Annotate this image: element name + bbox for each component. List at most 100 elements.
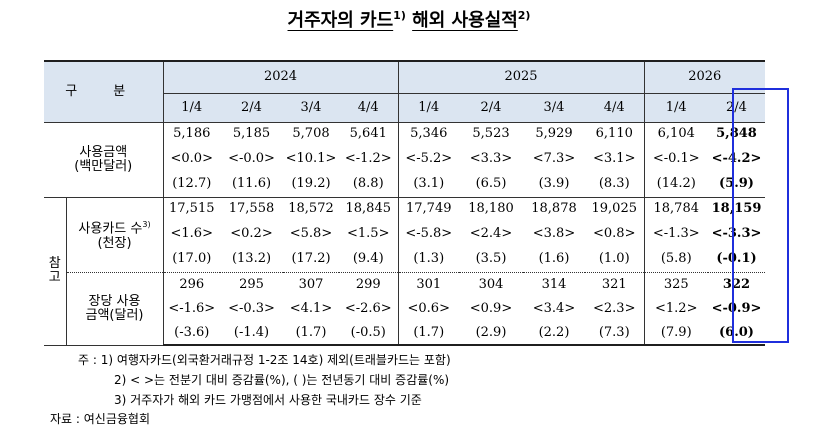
cards-yoy: (5.8) <box>643 246 708 273</box>
cards-value: 18,784 <box>643 197 708 221</box>
cards-value: 18,572 <box>288 201 334 217</box>
percard-value: 314 <box>541 276 567 292</box>
cards-yoy: (1.6) <box>523 246 585 273</box>
reference-char-1: 참 <box>48 256 61 271</box>
usage-value: 5,186 <box>162 122 220 146</box>
percard-yoy: (2.9) <box>459 321 523 346</box>
percard-qoq: <0.9> <box>469 301 513 316</box>
cards-qoq: <-1.3> <box>643 221 708 246</box>
percard-yoy: (6.0) <box>708 321 765 346</box>
title-footnote-2: 2) <box>517 9 531 22</box>
usage-value: 5,929 <box>535 126 573 142</box>
usage-values-row: 사용금액 (백만달러) 5,186 5,185 5,708 5,641 5,34… <box>44 122 765 198</box>
usage-value: 5,523 <box>472 126 510 142</box>
percard-qoq: <-1.6> <box>162 297 220 321</box>
percard-yoy: (-3.6) <box>162 321 220 346</box>
header-quarter-row: 1/4 2/4 3/4 4/4 1/4 2/4 3/4 4/4 1/4 2/4 <box>44 93 765 123</box>
cards-row-label: 사용카드 수3) (천장) <box>66 197 163 273</box>
cards-yoy-row: (17.0) (13.2) (17.2) (9.4) (1.3) (3.5) (… <box>44 246 765 273</box>
cards-qoq: <-3.3> <box>711 225 762 241</box>
header-quarter: 1/4 <box>643 93 708 123</box>
cards-value: 17,558 <box>228 201 275 217</box>
usage-value: 5,346 <box>397 122 459 146</box>
percard-value: 301 <box>397 272 459 297</box>
cards-value: 17,749 <box>397 197 459 221</box>
header-quarter: 2/4 <box>459 93 523 123</box>
cards-qoq: <3.8> <box>532 225 576 241</box>
cards-yoy: (1.3) <box>397 246 459 273</box>
title-text-2: 해외 사용실적 <box>412 10 518 31</box>
cards-label-line2: (천장) <box>97 235 132 251</box>
cards-label-footnote: 3) <box>142 220 151 230</box>
footnote-3: 3) 거주자가 해외 카드 가맹점에서 사용한 국내카드 장수 기준 <box>114 393 422 407</box>
header-quarter: 2/4 <box>220 93 283 123</box>
usage-value: 5,185 <box>232 126 271 142</box>
percard-label-line2: 금액(달러) <box>85 307 144 323</box>
header-quarter: 3/4 <box>283 93 339 123</box>
usage-qoq: <-4.2> <box>711 151 762 166</box>
percard-value: 304 <box>478 276 504 292</box>
usage-yoy: (3.1) <box>397 172 459 198</box>
cards-value: 17,515 <box>162 197 220 221</box>
cards-value: 18,845 <box>345 201 392 217</box>
cards-value: 18,159 <box>711 201 762 217</box>
usage-yoy: (14.2) <box>643 172 708 198</box>
card-usage-table: 구 분 2024 2025 2026 1/4 2/4 3/4 4/4 1/4 2… <box>44 60 765 346</box>
document-title: 거주자의 카드1) 해외 사용실적2) <box>0 6 818 32</box>
usage-yoy: (3.9) <box>523 172 585 198</box>
usage-yoy: (12.7) <box>162 172 220 198</box>
header-year-row: 구 분 2024 2025 2026 <box>44 60 765 123</box>
percard-yoy: (-1.4) <box>220 321 283 346</box>
cards-qoq: <1.5> <box>347 225 390 241</box>
percard-value: 307 <box>298 276 324 292</box>
percard-value: 295 <box>239 276 264 292</box>
percard-qoq: <0.6> <box>397 297 459 321</box>
header-quarter: 2/4 <box>708 93 765 123</box>
percard-yoy: (7.9) <box>643 321 708 346</box>
usage-qoq-row: <0.0> <-0.0> <10.1> <-1.2> <-5.2> <3.3> … <box>44 146 765 172</box>
footnote-1: 주 : 1) 여행자카드(외국환거래규정 1-2조 14호) 제외(트래블카드는… <box>78 353 451 367</box>
percard-yoy: (-0.5) <box>339 321 398 346</box>
usage-qoq: <-0.0> <box>228 151 275 166</box>
percard-value: 296 <box>162 272 220 297</box>
cards-value: 18,180 <box>468 201 514 217</box>
cards-yoy: (9.4) <box>339 246 398 273</box>
cards-value: 19,025 <box>591 201 638 217</box>
cards-yoy: (-0.1) <box>708 246 765 273</box>
percard-label-line1: 장당 사용 <box>88 293 141 309</box>
usage-value: 6,110 <box>595 126 633 142</box>
usage-qoq: <0.0> <box>162 146 220 172</box>
usage-qoq: <-0.1> <box>643 146 708 172</box>
cards-yoy: (17.0) <box>162 246 220 273</box>
cards-yoy: (13.2) <box>220 246 283 273</box>
cards-values-row: 참 고 사용카드 수3) (천장) 17,515 17,558 18,572 1… <box>44 197 765 346</box>
cards-qoq: <2.4> <box>469 225 513 241</box>
usage-yoy: (8.8) <box>339 172 398 198</box>
cards-qoq: <-5.8> <box>397 221 459 246</box>
percard-yoy: (7.3) <box>585 321 644 346</box>
usage-yoy: (8.3) <box>585 172 644 198</box>
percard-qoq: <1.2> <box>643 297 708 321</box>
reference-label: 참 고 <box>44 197 67 346</box>
usage-qoq: <3.3> <box>469 151 513 166</box>
usage-yoy-row: (12.7) (11.6) (19.2) (8.8) (3.1) (6.5) (… <box>44 172 765 198</box>
header-gubun: 구 분 <box>44 60 163 123</box>
cards-qoq-row: <1.6> <0.2> <5.8> <1.5> <-5.8> <2.4> <3.… <box>44 221 765 246</box>
header-quarter: 1/4 <box>397 93 459 123</box>
percard-yoy: (2.2) <box>523 321 585 346</box>
usage-value: 5,641 <box>349 126 387 142</box>
usage-label-line2: (백만달러) <box>74 158 133 174</box>
cards-yoy: (1.0) <box>585 246 644 273</box>
header-quarter: 4/4 <box>585 93 644 123</box>
percard-value: 299 <box>355 276 381 292</box>
usage-qoq: <7.3> <box>532 151 576 166</box>
usage-row-label: 사용금액 (백만달러) <box>44 122 163 198</box>
cards-qoq: <0.2> <box>230 225 273 241</box>
percard-qoq: <-0.3> <box>228 301 275 316</box>
header-year-2024: 2024 <box>162 60 398 94</box>
percard-value: 321 <box>601 276 627 292</box>
header-year-2025: 2025 <box>397 60 644 94</box>
usage-qoq: <-5.2> <box>397 146 459 172</box>
percard-qoq: <-2.6> <box>344 301 392 316</box>
header-quarter: 4/4 <box>339 93 398 123</box>
